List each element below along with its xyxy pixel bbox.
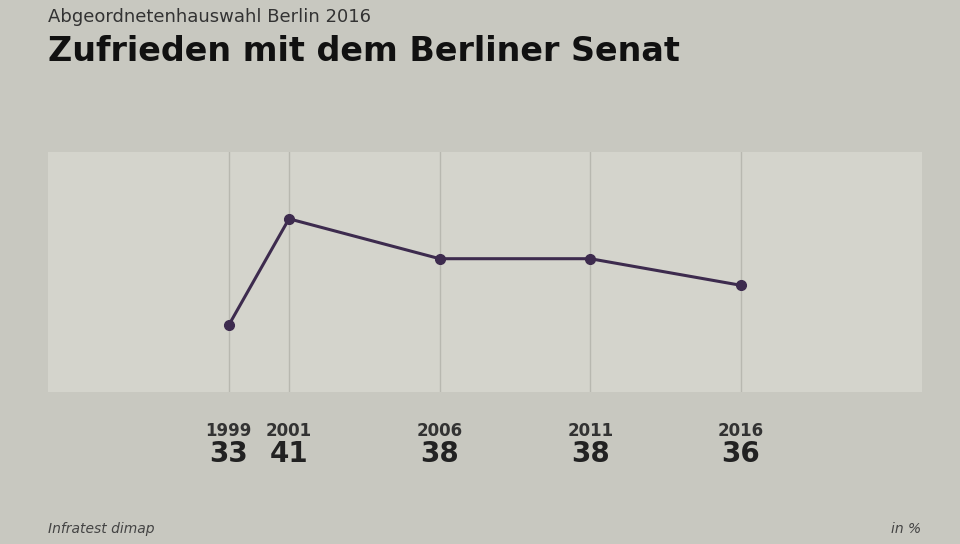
Text: 2011: 2011 — [567, 422, 613, 440]
Text: 2016: 2016 — [718, 422, 764, 440]
Text: Zufrieden mit dem Berliner Senat: Zufrieden mit dem Berliner Senat — [48, 35, 680, 69]
Text: in %: in % — [892, 522, 922, 536]
Text: 33: 33 — [209, 440, 248, 468]
Text: 1999: 1999 — [205, 422, 252, 440]
Text: Abgeordnetenhauswahl Berlin 2016: Abgeordnetenhauswahl Berlin 2016 — [48, 8, 371, 26]
Text: 38: 38 — [571, 440, 610, 468]
Text: 41: 41 — [270, 440, 308, 468]
Text: 38: 38 — [420, 440, 459, 468]
Text: 2001: 2001 — [266, 422, 312, 440]
Text: 36: 36 — [722, 440, 760, 468]
Text: Infratest dimap: Infratest dimap — [48, 522, 155, 536]
Text: 2006: 2006 — [417, 422, 463, 440]
